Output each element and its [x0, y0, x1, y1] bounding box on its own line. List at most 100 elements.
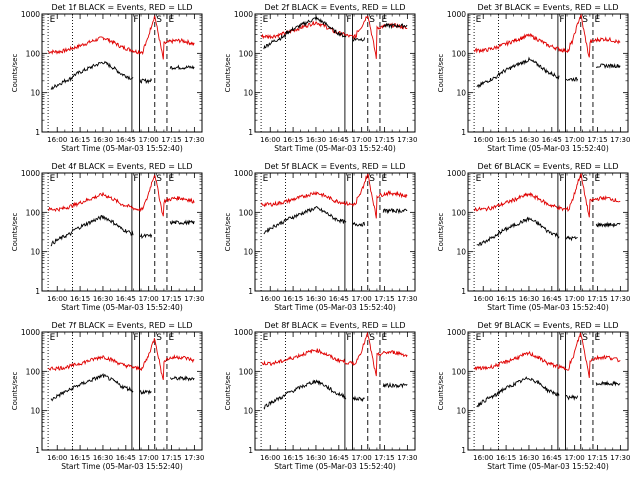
- panel-det-5: Det 5f BLACK = Events, RED = LLD 1 10 100 10…: [224, 162, 417, 312]
- x-tick-label: 17:30: [610, 295, 630, 303]
- x-tick-label: 17:30: [184, 454, 204, 462]
- y-tick-label: 1000: [21, 10, 40, 19]
- y-tick-label: 100: [26, 208, 41, 217]
- time-marker-label: F: [559, 333, 564, 343]
- x-tick-label: 16:45: [542, 454, 562, 462]
- x-tick-label: 16:00: [473, 454, 493, 462]
- x-tick-label: 16:15: [283, 454, 303, 462]
- time-marker-label: E: [50, 174, 56, 184]
- y-tick-label: 100: [26, 49, 41, 58]
- x-tick-label: 16:30: [93, 295, 113, 303]
- time-marker-label: F: [346, 333, 351, 343]
- time-marker-label: E: [594, 174, 600, 184]
- y-tick-label: 10: [456, 248, 466, 257]
- time-marker-label: F: [559, 15, 564, 25]
- y-tick-label: 100: [452, 367, 467, 376]
- time-marker-label: E: [50, 333, 56, 343]
- x-tick-label: 17:00: [139, 454, 159, 462]
- x-tick-label: 16:45: [542, 136, 562, 144]
- x-tick-label: 17:00: [565, 295, 585, 303]
- x-tick-label: 17:30: [610, 454, 630, 462]
- panel-title: Det 9f BLACK = Events, RED = LLD: [477, 321, 618, 330]
- x-tick-label: 17:00: [352, 136, 372, 144]
- y-tick-label: 10: [243, 89, 253, 98]
- x-axis-label: Start Time (05-Mar-03 15:52:40): [487, 144, 609, 153]
- x-tick-label: 16:30: [519, 295, 539, 303]
- x-tick-label: 16:00: [473, 295, 493, 303]
- time-marker-label: S: [156, 15, 162, 25]
- x-tick-label: 16:45: [542, 295, 562, 303]
- y-axis-label: Counts/sec: [11, 54, 19, 93]
- x-tick-label: 16:30: [306, 136, 326, 144]
- x-tick-label: 16:30: [306, 454, 326, 462]
- x-tick-label: 17:30: [397, 136, 417, 144]
- plot-frame: [254, 331, 416, 451]
- time-marker-label: E: [381, 174, 387, 184]
- y-tick-label: 1: [248, 287, 253, 296]
- time-marker-label: F: [133, 15, 138, 25]
- time-marker-label: S: [369, 174, 375, 184]
- y-axis-label: Counts/sec: [224, 213, 232, 252]
- y-tick-label: 100: [452, 49, 467, 58]
- y-tick-label: 10: [456, 89, 466, 98]
- panel-title: Det 8f BLACK = Events, RED = LLD: [264, 321, 405, 330]
- x-tick-label: 16:15: [70, 295, 90, 303]
- x-tick-label: 16:45: [116, 295, 136, 303]
- y-axis-label: Counts/sec: [437, 213, 445, 252]
- time-marker-label: E: [168, 333, 174, 343]
- x-tick-label: 17:15: [587, 454, 607, 462]
- x-tick-label: 17:15: [161, 295, 181, 303]
- x-tick-label: 17:30: [610, 136, 630, 144]
- time-marker-label: E: [476, 15, 482, 25]
- time-marker-label: E: [381, 333, 387, 343]
- y-tick-label: 1000: [447, 169, 466, 178]
- y-tick-label: 1: [461, 128, 466, 137]
- x-tick-label: 16:45: [329, 295, 349, 303]
- x-axis-label: Start Time (05-Mar-03 15:52:40): [61, 144, 183, 153]
- y-axis-label: Counts/sec: [11, 372, 19, 411]
- panel-det-4: Det 4f BLACK = Events, RED = LLD 1 10 100 10…: [11, 162, 204, 312]
- x-axis-label: Start Time (05-Mar-03 15:52:40): [274, 303, 396, 312]
- time-marker-label: S: [369, 333, 375, 343]
- y-tick-label: 1000: [234, 169, 253, 178]
- series-events-line: [50, 60, 195, 91]
- y-tick-label: 1: [35, 287, 40, 296]
- x-tick-label: 16:00: [260, 295, 280, 303]
- plot-frame: [467, 172, 629, 292]
- y-axis-label: Counts/sec: [437, 54, 445, 93]
- x-tick-label: 16:00: [473, 136, 493, 144]
- x-tick-label: 16:45: [116, 136, 136, 144]
- x-axis-label: Start Time (05-Mar-03 15:52:40): [487, 303, 609, 312]
- y-axis-label: Counts/sec: [224, 372, 232, 411]
- series-lld-line: [473, 332, 621, 378]
- panel-title: Det 7f BLACK = Events, RED = LLD: [51, 321, 192, 330]
- y-tick-label: 1000: [234, 10, 253, 19]
- y-tick-label: 1000: [447, 328, 466, 337]
- panel-det-6: Det 6f BLACK = Events, RED = LLD 1 10 100 10…: [437, 162, 630, 312]
- y-axis-label: Counts/sec: [11, 213, 19, 252]
- y-tick-label: 10: [30, 89, 40, 98]
- y-tick-label: 1: [35, 446, 40, 455]
- time-marker-label: E: [476, 174, 482, 184]
- y-tick-label: 1: [461, 446, 466, 455]
- x-tick-label: 16:00: [260, 454, 280, 462]
- panel-det-3: Det 3f BLACK = Events, RED = LLD 1 10 100 10…: [437, 3, 630, 153]
- x-tick-label: 17:15: [587, 295, 607, 303]
- x-tick-label: 17:30: [184, 136, 204, 144]
- series-lld-line: [47, 174, 195, 217]
- y-tick-label: 100: [239, 208, 254, 217]
- series-lld-line: [260, 173, 408, 219]
- time-marker-label: S: [582, 333, 588, 343]
- time-marker-label: E: [168, 174, 174, 184]
- plot-frame: [254, 172, 416, 292]
- y-tick-label: 1: [248, 128, 253, 137]
- x-tick-label: 17:15: [161, 136, 181, 144]
- y-tick-label: 100: [239, 367, 254, 376]
- x-axis-label: Start Time (05-Mar-03 15:52:40): [61, 462, 183, 471]
- time-marker-label: E: [381, 15, 387, 25]
- panel-det-1: Det 1f BLACK = Events, RED = LLD 1 10 100 10…: [11, 3, 204, 153]
- time-marker-label: E: [263, 15, 269, 25]
- x-tick-label: 16:45: [329, 454, 349, 462]
- series-lld-line: [473, 172, 621, 218]
- x-tick-label: 16:00: [47, 136, 67, 144]
